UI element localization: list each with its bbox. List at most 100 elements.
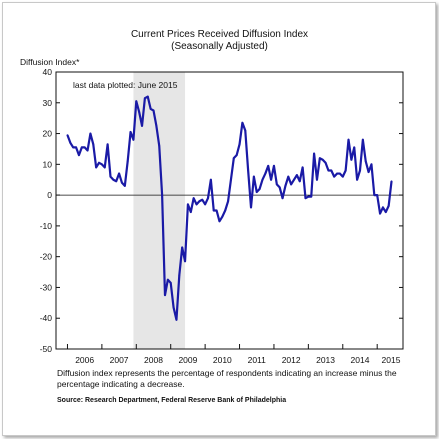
data-point <box>281 197 284 200</box>
data-point <box>118 172 120 175</box>
x-tick-label: 2014 <box>351 355 370 365</box>
chart-title: Current Prices Received Diffusion Index <box>130 29 309 40</box>
data-point <box>189 211 192 213</box>
data-point <box>66 134 69 136</box>
data-point <box>275 183 278 186</box>
data-point <box>330 169 333 172</box>
data-point <box>178 274 181 277</box>
data-point <box>201 198 204 201</box>
data-point <box>164 294 166 297</box>
data-point <box>235 154 238 157</box>
data-point <box>72 146 75 149</box>
data-point <box>149 108 152 110</box>
data-point <box>103 166 106 169</box>
data-point <box>387 204 390 207</box>
data-point <box>209 178 212 181</box>
data-point <box>98 161 100 164</box>
data-point <box>264 172 267 175</box>
data-point <box>333 175 336 178</box>
data-point <box>295 174 298 177</box>
data-point <box>247 169 250 172</box>
y-tick-label: -40 <box>40 313 53 323</box>
data-point <box>80 146 83 149</box>
data-point <box>367 171 370 173</box>
data-point <box>207 197 209 200</box>
data-point <box>359 169 361 172</box>
data-point <box>109 175 112 178</box>
data-point <box>356 178 359 181</box>
x-tick-label: 2010 <box>213 355 232 365</box>
data-point <box>198 200 201 203</box>
data-point <box>152 109 155 112</box>
y-tick-label: -20 <box>40 252 53 262</box>
data-point <box>86 149 89 152</box>
data-point <box>230 178 232 181</box>
data-point <box>267 164 270 167</box>
data-point <box>75 146 77 149</box>
data-point <box>336 172 338 175</box>
data-point <box>382 206 384 209</box>
data-point <box>155 124 158 127</box>
x-tick-label: 2012 <box>282 355 301 365</box>
data-point <box>224 209 227 212</box>
data-point <box>166 278 169 281</box>
data-point <box>318 157 321 160</box>
data-point <box>273 164 275 167</box>
data-point <box>384 211 387 213</box>
data-point <box>146 95 149 98</box>
data-point <box>227 200 229 203</box>
data-point <box>115 180 118 183</box>
data-point <box>373 194 376 197</box>
data-point <box>341 175 344 178</box>
footnote: Diffusion index represents the percentag… <box>57 368 397 389</box>
data-point <box>258 188 261 190</box>
data-point <box>106 143 109 146</box>
y-tick-label: -10 <box>40 221 53 231</box>
data-point <box>184 260 186 263</box>
x-tick-label: 2011 <box>248 355 267 365</box>
data-point <box>181 246 184 249</box>
data-point <box>215 209 218 212</box>
data-point <box>78 154 80 157</box>
y-tick-label: 40 <box>43 67 53 77</box>
data-point <box>350 158 353 161</box>
y-axis-label: Diffusion Index* <box>20 57 80 67</box>
data-point <box>238 143 241 146</box>
data-point <box>232 157 235 160</box>
data-point <box>284 184 287 187</box>
data-point <box>324 161 327 164</box>
data-point <box>92 143 95 146</box>
data-point <box>123 184 126 187</box>
data-point <box>287 175 290 178</box>
data-point <box>293 178 295 181</box>
data-point <box>161 194 164 197</box>
data-point <box>250 206 252 209</box>
data-point <box>307 195 310 198</box>
data-point <box>187 203 189 206</box>
data-point <box>126 160 129 163</box>
data-point <box>135 100 138 103</box>
data-point <box>241 121 244 124</box>
data-point <box>252 175 255 178</box>
data-point <box>390 180 393 183</box>
x-tick-label: 2013 <box>316 355 335 365</box>
data-point <box>95 166 98 169</box>
data-point <box>158 144 161 147</box>
data-point <box>218 220 221 223</box>
data-point <box>347 138 350 141</box>
data-point <box>138 111 141 113</box>
data-point <box>344 169 347 172</box>
data-point <box>132 138 135 141</box>
data-point <box>339 172 341 175</box>
y-tick-label: 0 <box>47 190 52 200</box>
y-tick-label: 10 <box>43 159 53 169</box>
data-point <box>175 318 178 321</box>
data-point <box>316 178 318 181</box>
data-point <box>144 97 146 100</box>
data-point <box>301 166 304 169</box>
data-point <box>141 124 143 127</box>
data-point <box>313 152 315 155</box>
data-point <box>169 281 172 284</box>
data-point <box>112 178 115 181</box>
